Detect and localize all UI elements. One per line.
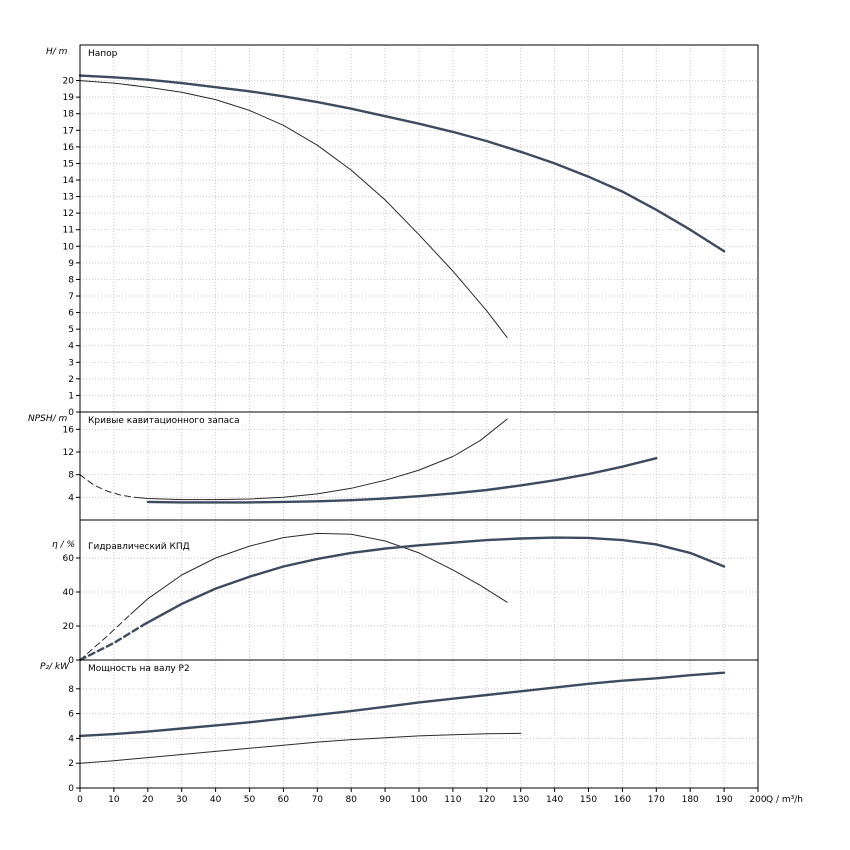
x-tick-label: 30 — [176, 795, 188, 805]
npsh-secondary-lead — [79, 474, 135, 498]
y-tick-label: 8 — [68, 471, 74, 481]
y-tick-label: 8 — [68, 685, 74, 695]
x-tick-label: 110 — [444, 795, 461, 805]
y-tick-label: 18 — [63, 110, 75, 120]
eta-secondary-curve — [130, 532, 508, 615]
y-tick-label: 2 — [68, 375, 74, 385]
efficiency-axis-label: η / % — [52, 540, 76, 550]
y-tick-label: 0 — [68, 656, 74, 666]
y-tick-label: 4 — [68, 342, 74, 352]
eta-secondary-lead — [79, 613, 132, 661]
y-tick-label: 4 — [68, 734, 74, 744]
y-tick-label: 3 — [68, 358, 74, 368]
x-axis-unit-label: Q / m³/h — [766, 795, 803, 805]
y-tick-label: 4 — [68, 493, 74, 503]
x-tick-label: 80 — [345, 795, 357, 805]
efficiency-panel-title: Гидравлический КПД — [88, 542, 190, 552]
y-tick-label: 60 — [63, 554, 75, 564]
x-tick-label: 200 — [749, 795, 766, 805]
eta-main-curve — [143, 536, 726, 626]
power-panel-title: Мощность на валу P2 — [88, 664, 190, 674]
y-tick-label: 16 — [63, 143, 75, 153]
x-tick-label: 100 — [410, 795, 427, 805]
x-tick-label: 150 — [580, 795, 597, 805]
y-tick-label: 1 — [68, 391, 74, 401]
y-tick-label: 2 — [68, 759, 74, 769]
power-secondary-curve — [79, 732, 522, 764]
npsh-secondary-curve — [133, 418, 508, 501]
y-tick-label: 12 — [63, 448, 74, 458]
y-tick-label: 15 — [63, 159, 74, 169]
x-tick-label: 10 — [108, 795, 120, 805]
x-tick-label: 170 — [648, 795, 665, 805]
eta-main-lead — [78, 623, 146, 662]
y-tick-label: 0 — [68, 784, 74, 794]
y-tick-label: 5 — [68, 325, 74, 335]
npsh-axis-label: NPSH/ m — [28, 414, 68, 424]
x-tick-label: 120 — [478, 795, 495, 805]
power-axis-label: P₂/ kW — [40, 662, 70, 672]
y-tick-label: 10 — [63, 242, 75, 252]
x-tick-label: 40 — [210, 795, 222, 805]
x-tick-label: 90 — [379, 795, 391, 805]
x-tick-label: 190 — [716, 795, 733, 805]
y-tick-label: 9 — [68, 259, 74, 269]
x-tick-label: 20 — [142, 795, 154, 805]
y-tick-label: 20 — [63, 77, 75, 87]
y-tick-label: 16 — [63, 425, 75, 435]
y-tick-label: 6 — [68, 710, 74, 720]
npsh-main-curve — [146, 457, 658, 504]
y-tick-label: 0 — [68, 408, 74, 418]
y-tick-label: 13 — [63, 193, 74, 203]
x-tick-label: 180 — [682, 795, 699, 805]
y-tick-label: 12 — [63, 209, 74, 219]
y-tick-label: 17 — [63, 126, 74, 136]
head-main-curve — [78, 74, 726, 253]
head-secondary-curve — [79, 80, 508, 338]
y-tick-label: 40 — [63, 588, 75, 598]
x-tick-label: 130 — [512, 795, 529, 805]
y-tick-label: 11 — [63, 226, 74, 236]
head-panel-title: Напор — [88, 49, 118, 59]
y-tick-label: 20 — [63, 622, 75, 632]
y-tick-label: 6 — [68, 309, 74, 319]
x-tick-label: 0 — [77, 795, 83, 805]
x-tick-label: 50 — [244, 795, 256, 805]
npsh-panel-title: Кривые кавитационного запаса — [88, 416, 240, 426]
x-tick-label: 160 — [614, 795, 631, 805]
y-tick-label: 8 — [68, 275, 74, 285]
power-main-curve — [78, 671, 726, 738]
y-tick-label: 7 — [68, 292, 74, 302]
y-tick-label: 14 — [63, 176, 75, 186]
y-tick-label: 19 — [63, 93, 75, 103]
x-tick-label: 60 — [278, 795, 290, 805]
x-tick-label: 140 — [546, 795, 563, 805]
x-tick-label: 70 — [312, 795, 324, 805]
head-axis-label: H/ m — [46, 47, 68, 57]
